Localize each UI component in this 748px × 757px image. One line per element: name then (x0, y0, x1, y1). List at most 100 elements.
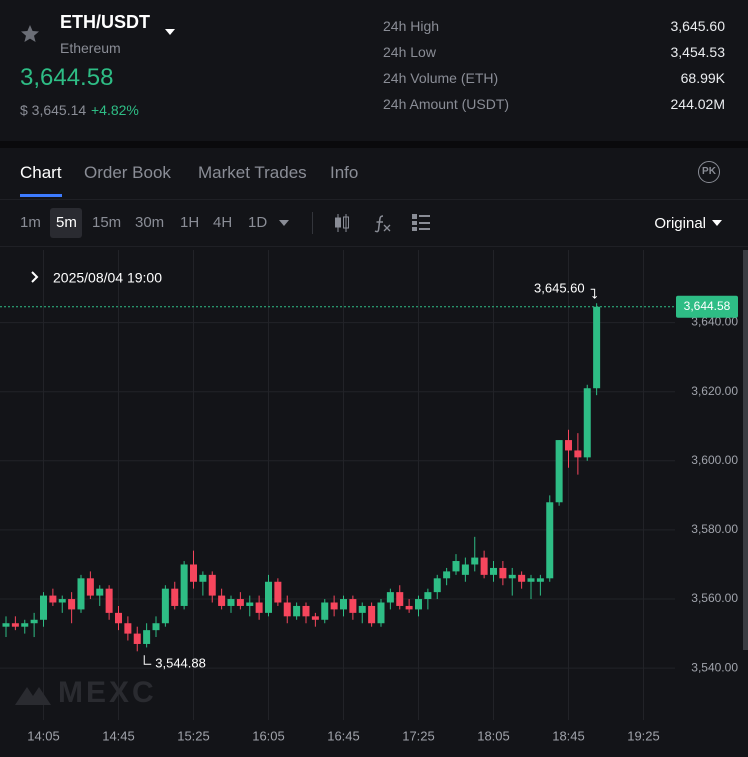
expand-chevron[interactable] (31, 271, 39, 283)
candle-body (490, 567, 497, 575)
layout-icon[interactable] (412, 214, 430, 232)
candle-body (368, 605, 376, 624)
x-tick-label: 18:45 (552, 728, 585, 743)
candle-body (199, 574, 207, 582)
tab[interactable]: Market Trades (198, 163, 307, 182)
info-label: 2025/08/04 19:00 (53, 270, 162, 286)
pair-title[interactable]: ETH/USDT (60, 12, 150, 32)
stat-label: 24h Amount (USDT) (383, 96, 510, 112)
stat-value: 68.99K (680, 70, 725, 86)
candle-body (246, 602, 254, 606)
candle-body (480, 557, 488, 575)
tab-border (0, 199, 748, 200)
candle-body (11, 623, 19, 627)
candle-body (405, 605, 413, 610)
stat-label: 24h High (383, 18, 440, 34)
candle-body (161, 588, 169, 624)
candle-body (105, 588, 113, 613)
watermark-logo (15, 687, 51, 705)
timeframe-dropdown[interactable] (279, 220, 289, 227)
candle-icon[interactable] (333, 213, 351, 233)
candle-body (415, 599, 422, 610)
candle-body (340, 599, 347, 610)
toolbar-separator (312, 212, 313, 234)
timeframe[interactable]: 4H (213, 214, 233, 231)
candle-body (461, 564, 469, 575)
candle-body (508, 574, 516, 579)
candle-body (471, 557, 479, 565)
last-price-tag (676, 295, 738, 318)
scrollbar (743, 250, 748, 650)
candle-body (180, 564, 188, 606)
stat-label: 24h Low (383, 44, 436, 60)
toolbar-border (0, 246, 748, 247)
candle-body (152, 623, 160, 631)
low-marker-arrow (143, 655, 152, 665)
candle-body (311, 616, 319, 620)
candle-body (255, 602, 263, 613)
candle-body (77, 578, 85, 610)
stat-value: 3,454.53 (670, 44, 726, 60)
candle-body (527, 578, 535, 582)
x-tick-label: 14:05 (27, 728, 60, 743)
candle-body (274, 581, 282, 603)
indicator-icon[interactable] (373, 213, 393, 233)
candle-body (283, 602, 291, 617)
candle-body (565, 440, 572, 451)
candle-body (86, 578, 94, 596)
tab[interactable]: Order Book (84, 163, 171, 182)
candle-body (396, 592, 404, 606)
candle-body (546, 502, 554, 579)
candle-body (452, 561, 460, 572)
tab[interactable]: Info (330, 163, 359, 182)
timeframe[interactable]: 30m (135, 214, 165, 231)
candle-body (302, 605, 310, 617)
candle-body (68, 599, 76, 610)
candle-body (96, 588, 104, 596)
candle-body (583, 388, 591, 458)
candle-body (499, 567, 507, 579)
timeframe[interactable]: 1H (180, 214, 200, 231)
stat-label: 24h Volume (ETH) (383, 70, 499, 86)
price-mode-dropdown[interactable] (712, 220, 722, 227)
candle-body (143, 630, 151, 644)
timeframe[interactable]: 15m (92, 214, 122, 231)
candle-body (536, 578, 544, 582)
pair-dropdown[interactable] (165, 28, 175, 36)
timeframe-selected-bg (50, 208, 82, 238)
low-marker-label: 3,544.88 (155, 656, 206, 671)
x-tick-label: 17:25 (402, 728, 435, 743)
timeframe[interactable]: 1m (20, 214, 41, 231)
x-tick-label: 19:25 (627, 728, 660, 743)
high-marker-label: 3,645.60 (534, 281, 585, 296)
coin-name: Ethereum (60, 40, 121, 56)
candle-body (358, 605, 366, 613)
y-tick-label: 3,640.00 (691, 315, 738, 329)
favorite-star[interactable] (20, 24, 40, 44)
candle-body (330, 602, 338, 610)
y-tick-label: 3,620.00 (691, 384, 738, 398)
watermark: MEXC (58, 676, 157, 709)
candle-body (218, 595, 226, 606)
tab-underline (20, 194, 62, 197)
candle-body (208, 574, 216, 596)
x-tick-label: 16:45 (327, 728, 360, 743)
timeframe[interactable]: 5m (56, 214, 77, 231)
candle-body (49, 595, 57, 603)
candle-body (433, 578, 441, 593)
pk-badge[interactable]: PK (698, 161, 720, 183)
price-mode[interactable]: Original (654, 215, 706, 232)
x-tick-label: 14:45 (102, 728, 135, 743)
timeframe[interactable]: 1D (248, 214, 268, 231)
chart: MEXC 2025/08/04 19:00 3,540.00 3,560.00 3,… (0, 250, 748, 743)
candle-body (2, 623, 10, 627)
candle-body (30, 619, 38, 624)
candle-body (124, 623, 132, 634)
candle-body (58, 599, 66, 603)
usd-price: $ 3,645.14 (20, 102, 87, 118)
x-tick-label: 15:25 (177, 728, 210, 743)
tab[interactable]: Chart (20, 163, 62, 182)
candle-body (321, 602, 329, 620)
candle-body (236, 599, 244, 606)
last-price: 3,644.58 (20, 64, 114, 91)
